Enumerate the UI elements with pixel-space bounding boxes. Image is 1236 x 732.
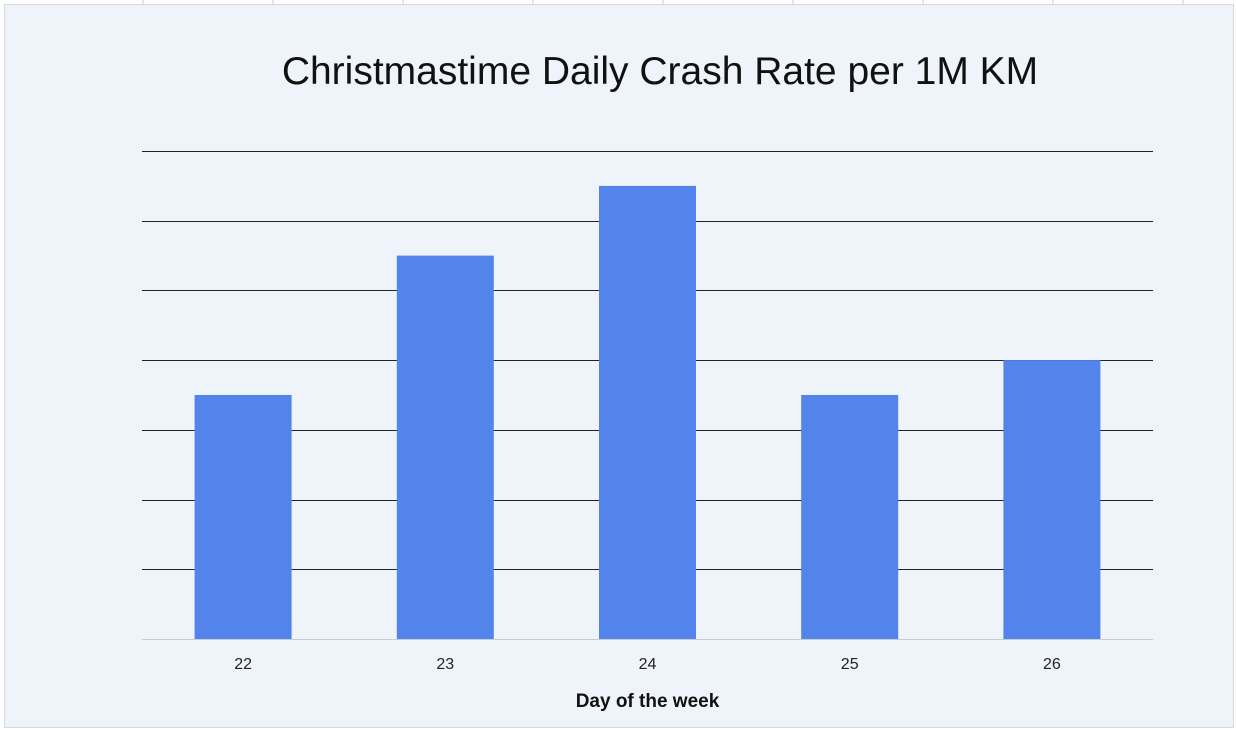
bar-26[interactable] (1003, 360, 1101, 639)
x-axis-label: Day of the week (576, 691, 720, 712)
bar-25[interactable] (801, 395, 899, 639)
x-tick-label-22: 22 (234, 656, 252, 673)
column-divider-ticks (142, 0, 1184, 4)
x-tick-label-24: 24 (639, 656, 657, 673)
chart-title: Christmastime Daily Crash Rate per 1M KM (281, 50, 1039, 93)
x-tick-label-26: 26 (1043, 656, 1061, 673)
bar-23[interactable] (396, 255, 494, 639)
bar-22[interactable] (194, 395, 292, 639)
bars (194, 185, 1101, 639)
x-tick-label-23: 23 (436, 656, 454, 673)
bar-24[interactable] (599, 185, 696, 639)
x-tick-labels: 22 23 24 25 26 (234, 656, 1061, 673)
x-tick-label-25: 25 (841, 656, 859, 673)
